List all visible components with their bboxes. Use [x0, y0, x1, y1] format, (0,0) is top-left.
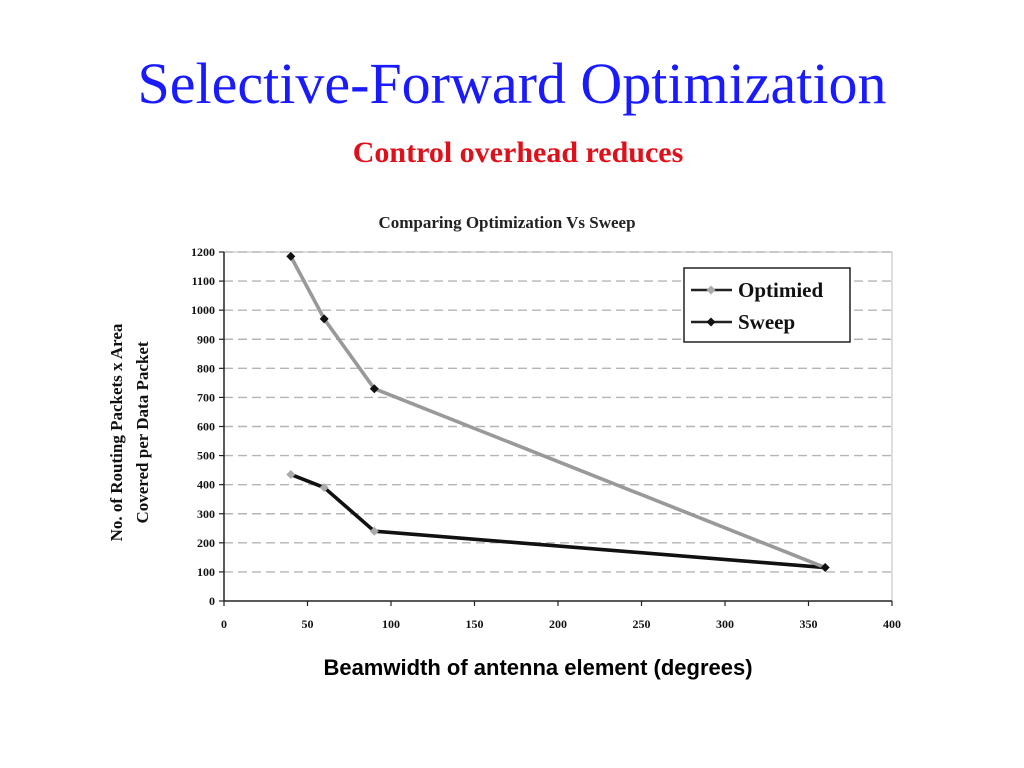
- x-tick-label: 100: [382, 617, 400, 631]
- slide-subtitle: Control overhead reduces: [352, 136, 684, 169]
- x-tick-label: 150: [466, 617, 484, 631]
- series-layer: [286, 251, 830, 573]
- y-tick-label: 500: [197, 449, 215, 463]
- x-axis-caption: Beamwidth of antenna element (degrees): [323, 655, 753, 680]
- x-tick-label: 300: [716, 617, 734, 631]
- x-tick-label: 50: [302, 617, 314, 631]
- y-axis-label-line: Covered per Data Packet: [133, 341, 152, 523]
- axes-layer: 0100200300400500600700800900100011001200…: [191, 245, 901, 631]
- y-tick-label: 100: [197, 565, 215, 579]
- y-tick-label: 300: [197, 507, 215, 521]
- data-point-sweep: [286, 251, 296, 261]
- y-tick-label: 1200: [191, 245, 215, 259]
- y-axis-label-line: No. of Routing Packets x Area: [107, 323, 126, 541]
- y-tick-label: 200: [197, 536, 215, 550]
- legend: Optimied Sweep: [683, 267, 851, 343]
- x-tick-label: 0: [221, 617, 227, 631]
- x-tick-label: 200: [549, 617, 567, 631]
- data-point-optimied: [369, 526, 379, 536]
- x-tick-label: 250: [633, 617, 651, 631]
- y-tick-label: 1100: [192, 274, 215, 288]
- x-tick-label: 400: [883, 617, 901, 631]
- legend-box: [683, 267, 851, 343]
- y-tick-label: 600: [197, 420, 215, 434]
- slide-title: Selective-Forward Optimization: [137, 51, 887, 116]
- y-axis-label: No. of Routing Packets x Area Covered per…: [107, 323, 152, 541]
- y-tick-label: 400: [197, 478, 215, 492]
- data-point-optimied: [286, 469, 296, 479]
- legend-label: Optimied: [738, 278, 823, 302]
- series-line-sweep: [289, 255, 826, 570]
- data-point-sweep: [319, 314, 329, 324]
- y-tick-label: 700: [197, 390, 215, 404]
- data-point-optimied: [319, 483, 329, 493]
- chart-title: Comparing Optimization Vs Sweep: [378, 213, 635, 232]
- series-line-optimied: [290, 472, 826, 570]
- legend-marker: [706, 285, 716, 295]
- y-tick-label: 1000: [191, 303, 215, 317]
- y-tick-label: 0: [209, 594, 215, 608]
- legend-label: Sweep: [738, 310, 795, 334]
- data-point-sweep: [369, 384, 379, 394]
- legend-marker: [706, 317, 716, 327]
- x-tick-label: 350: [800, 617, 818, 631]
- data-point-sweep: [820, 563, 830, 573]
- y-tick-label: 800: [197, 361, 215, 375]
- y-tick-label: 900: [197, 332, 215, 346]
